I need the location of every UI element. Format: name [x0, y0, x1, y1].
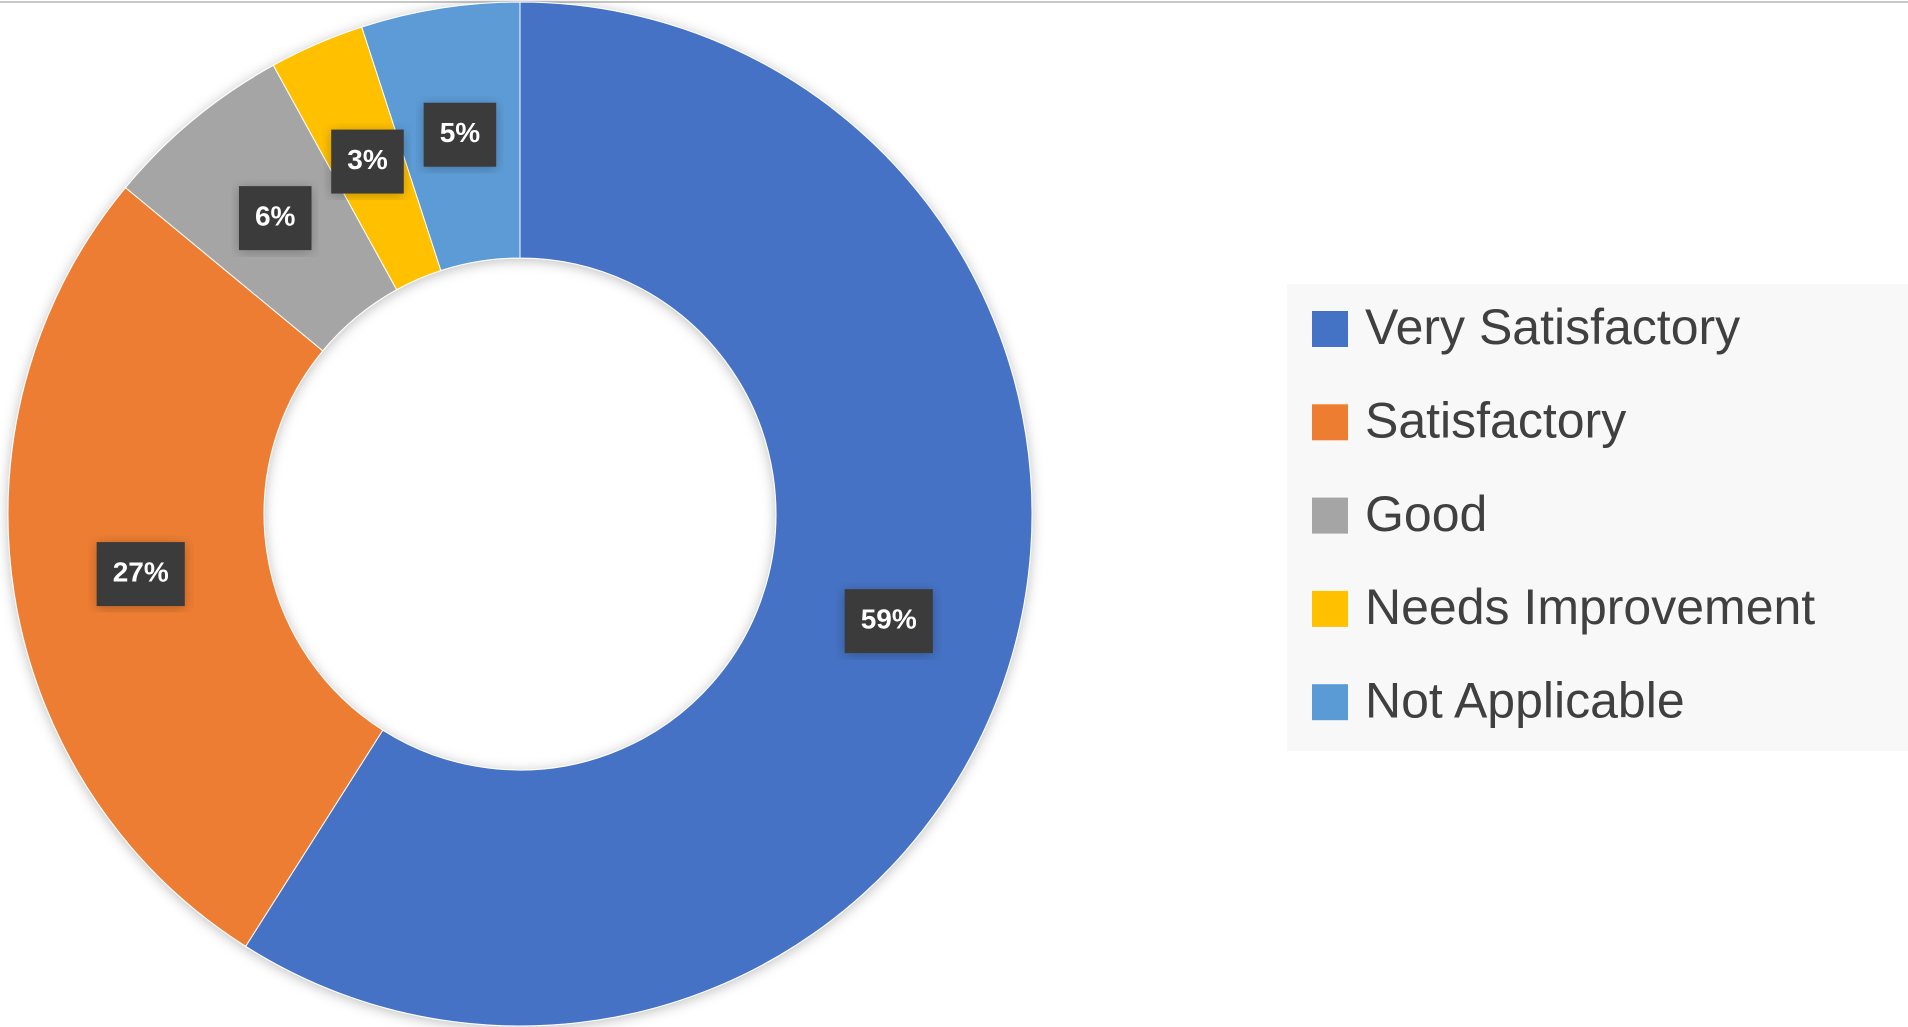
data-label-box	[238, 186, 312, 251]
data-label-box	[331, 129, 404, 194]
data-label: 5%	[440, 117, 481, 148]
data-label-box	[423, 102, 497, 167]
legend-box	[1287, 284, 1908, 751]
data-label-box	[844, 589, 933, 654]
legend-swatch	[1312, 404, 1348, 441]
legend-swatch	[1312, 311, 1348, 347]
legend-label: Needs Improvement	[1365, 579, 1815, 635]
legend-label: Not Applicable	[1365, 672, 1685, 728]
donut	[7, 1, 1033, 1027]
data-label: 27%	[113, 556, 169, 587]
legend-label: Very Satisfactory	[1365, 299, 1740, 355]
legend-swatch	[1312, 497, 1348, 534]
data-label: 3%	[347, 144, 388, 175]
donut-slice	[7, 186, 384, 947]
data-label: 6%	[255, 201, 296, 232]
legend-swatch	[1312, 684, 1348, 721]
donut-slice	[244, 1, 1033, 1027]
data-label-box	[96, 542, 185, 607]
legend-swatch	[1312, 590, 1348, 627]
legend-label: Good	[1365, 486, 1487, 542]
data-label: 59%	[861, 604, 917, 635]
legend-label: Satisfactory	[1365, 393, 1626, 449]
